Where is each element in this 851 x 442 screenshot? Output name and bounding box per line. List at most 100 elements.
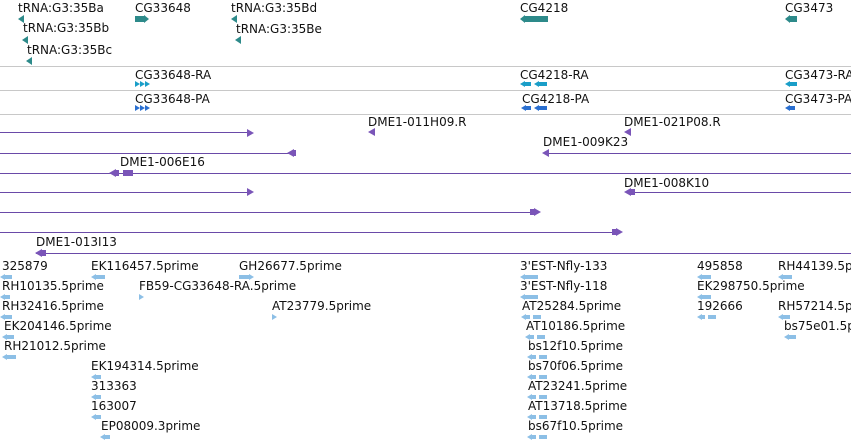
est-left-arrow-icon[interactable] [527,354,547,360]
est-left-arrow-icon[interactable] [527,434,547,440]
est-left-arrow-icon[interactable] [91,274,105,280]
est-label[interactable]: 163007 [91,399,137,413]
clone-right-arrow-icon[interactable] [612,228,624,236]
est-left-arrow-icon[interactable] [521,314,541,320]
est-label[interactable]: 325879 [2,259,48,273]
gene-label[interactable]: tRNA:G3:35Bd [231,1,318,15]
gene-right-arrow-icon[interactable] [135,15,149,23]
clone-line[interactable] [0,153,292,154]
transcript-left-arrows-icon[interactable] [520,81,548,87]
gene-label[interactable]: tRNA:G3:35Ba [18,1,104,15]
est-label[interactable]: EK194314.5prime [91,359,199,373]
est-left-arrow-icon[interactable] [0,314,12,320]
gene-label[interactable]: tRNA:G3:35Bc [27,43,113,57]
est-right-arrow-icon[interactable] [272,314,280,320]
est-label[interactable]: AT23241.5prime [528,379,628,393]
gene-left-arrow-icon[interactable] [22,36,30,44]
est-label[interactable]: GH26677.5prime [239,259,342,273]
clone-line[interactable] [628,192,851,193]
clone-label[interactable]: DME1-021P08.R [624,115,721,129]
est-label[interactable]: bs12f10.5prime [528,339,624,353]
clone-label[interactable]: DME1-009K23 [543,135,629,149]
clone-left-arrow-icon[interactable] [542,149,550,157]
gene-label[interactable]: CG4218 [520,1,569,15]
est-label[interactable]: FB59-CG33648-RA.5prime [139,279,297,293]
clone-label[interactable]: DME1-006E16 [120,155,205,169]
est-label[interactable]: AT25284.5prime [522,299,622,313]
protein-right-arrows-icon[interactable] [135,105,151,111]
gene-label[interactable]: CG33648 [135,1,191,15]
transcript-label[interactable]: CG4218-RA [520,68,589,82]
gene-left-arrow-icon[interactable] [18,15,26,23]
gene-left-arrow-icon[interactable] [235,36,243,44]
clone-label[interactable]: DME1-008K10 [624,176,710,190]
clone-line[interactable] [0,132,250,133]
est-left-arrow-icon[interactable] [527,374,547,380]
est-label[interactable]: EK298750.5prime [697,279,805,293]
est-label[interactable]: 3'EST-Nfly-133 [520,259,608,273]
clone-line[interactable] [0,173,851,174]
est-label[interactable]: bs75e01.5prime [784,319,851,333]
est-left-arrow-icon[interactable] [0,294,10,300]
est-left-arrow-icon[interactable] [2,354,16,360]
est-label[interactable]: RH10135.5prime [2,279,104,293]
clone-left-arrow-icon[interactable] [624,128,632,136]
protein-left-arrows-icon[interactable] [521,105,547,111]
clone-left-arrow-icon[interactable] [287,149,296,157]
est-left-arrow-icon[interactable] [91,374,101,380]
gene-label[interactable]: tRNA:G3:35Bb [23,21,110,35]
gene-left-arrow-icon[interactable] [26,57,34,65]
est-label[interactable]: 495858 [697,259,743,273]
est-label[interactable]: 192666 [697,299,743,313]
clone-label[interactable]: DME1-011H09.R [368,115,467,129]
est-label[interactable]: AT10186.5prime [526,319,626,333]
est-right-arrow-icon[interactable] [139,294,147,300]
est-left-arrow-icon[interactable] [0,274,12,280]
transcript-label[interactable]: CG3473-RA [785,68,851,82]
clone-line[interactable] [545,153,851,154]
est-label[interactable]: EK204146.5prime [4,319,112,333]
clone-left-arrow-icon[interactable] [368,128,376,136]
est-left-arrow-icon[interactable] [697,274,711,280]
protein-label[interactable]: CG33648-PA [135,92,210,106]
gene-left-arrow-icon[interactable] [520,15,548,23]
est-left-arrow-icon[interactable] [91,414,101,420]
gene-label[interactable]: tRNA:G3:35Be [236,22,322,36]
est-left-arrow-icon[interactable] [525,334,545,340]
est-label[interactable]: EP08009.3prime [101,419,201,433]
transcript-left-arrow-icon[interactable] [785,81,797,87]
est-right-arrow-icon[interactable] [239,274,255,280]
transcript-label[interactable]: CG33648-RA [135,68,212,82]
est-label[interactable]: RH44139.5prime [778,259,851,273]
est-left-arrow-icon[interactable] [520,294,538,300]
protein-left-arrow-icon[interactable] [785,105,795,111]
est-left-arrow-icon[interactable] [2,334,14,340]
est-label[interactable]: RH21012.5prime [4,339,106,353]
est-label[interactable]: RH57214.5prime [778,299,851,313]
est-label[interactable]: RH32416.5prime [2,299,104,313]
est-left-arrow-icon[interactable] [100,434,110,440]
est-left-arrow-icon[interactable] [784,334,796,340]
est-label[interactable]: 3'EST-Nfly-118 [520,279,608,293]
gene-left-arrow-icon[interactable] [231,15,239,23]
est-label[interactable]: AT23779.5prime [272,299,372,313]
est-left-arrow-icon[interactable] [778,314,790,320]
est-label[interactable]: 313363 [91,379,137,393]
est-left-arrow-icon[interactable] [697,294,711,300]
est-left-arrow-icon[interactable] [91,394,101,400]
transcript-right-arrows-icon[interactable] [135,81,151,87]
clone-line[interactable] [0,192,250,193]
est-label[interactable]: bs67f10.5prime [528,419,624,433]
gene-left-arrow-icon[interactable] [785,15,797,23]
clone-right-arrow-icon[interactable] [530,208,542,216]
est-left-arrow-icon[interactable] [527,394,547,400]
est-left-arrow-icon[interactable] [520,274,538,280]
clone-line[interactable] [0,232,618,233]
est-left-arrow-icon[interactable] [697,314,717,320]
clone-left-arrow-icon[interactable] [109,169,133,177]
est-label[interactable]: EK116457.5prime [91,259,199,273]
clone-right-arrow-icon[interactable] [247,188,255,196]
clone-left-arrow-icon[interactable] [35,249,47,257]
protein-label[interactable]: CG4218-PA [522,92,590,106]
est-label[interactable]: AT13718.5prime [528,399,628,413]
